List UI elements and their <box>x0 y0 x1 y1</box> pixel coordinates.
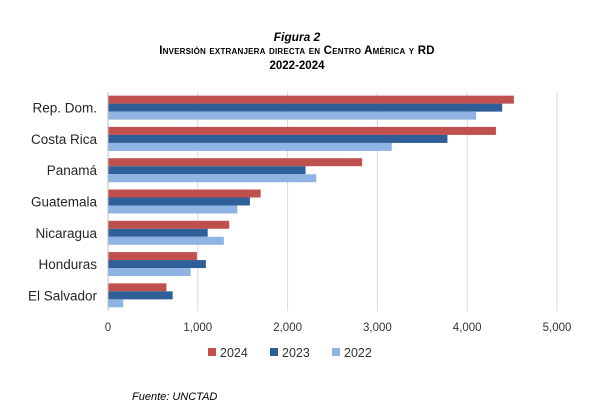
legend-swatch-2023 <box>270 348 278 356</box>
bar-2024 <box>108 220 230 229</box>
chart-title-block: Figura 2 Inversión extranjera directa en… <box>0 30 594 74</box>
x-tick-label: 3,000 <box>363 322 392 334</box>
bar-2024 <box>108 252 197 261</box>
category-label: Costa Rica <box>31 132 98 147</box>
x-tick-label: 4,000 <box>453 322 482 334</box>
bar-2023 <box>108 103 503 112</box>
bar-2023 <box>108 197 250 206</box>
bar-2022 <box>108 236 224 245</box>
category-label: Honduras <box>38 257 97 272</box>
x-tick-label: 5,000 <box>543 322 572 334</box>
bar-2024 <box>108 126 496 135</box>
legend-swatch-2024 <box>208 348 216 356</box>
bar-2023 <box>108 228 208 237</box>
legend-label: 2022 <box>344 346 372 360</box>
bar-2022 <box>108 205 238 214</box>
bar-2022 <box>108 142 392 151</box>
bar-2022 <box>108 111 477 120</box>
bar-2023 <box>108 166 306 175</box>
x-tick-label: 1,000 <box>183 322 212 334</box>
legend-label: 2024 <box>220 346 248 360</box>
category-label: Nicaragua <box>35 226 97 241</box>
category-label: Guatemala <box>31 195 98 210</box>
bar-2022 <box>108 174 317 183</box>
bar-2024 <box>108 95 514 104</box>
chart-title: Inversión extranjera directa en Centro A… <box>159 45 435 57</box>
legend-label: 2023 <box>282 346 310 360</box>
bar-2024 <box>108 158 363 167</box>
bar-2024 <box>108 283 167 292</box>
bar-2023 <box>108 291 173 300</box>
category-label: Rep. Dom. <box>32 101 97 116</box>
bar-2024 <box>108 189 261 198</box>
bar-2022 <box>108 299 124 308</box>
bar-2023 <box>108 134 448 143</box>
figure-label: Figura 2 <box>273 30 321 44</box>
bar-2022 <box>108 268 191 277</box>
chart-subtitle: 2022-2024 <box>269 60 325 72</box>
x-tick-label: 2,000 <box>273 322 302 334</box>
bar-2023 <box>108 260 206 269</box>
x-tick-label: 0 <box>105 322 111 334</box>
category-label: Panamá <box>47 163 98 178</box>
legend-swatch-2022 <box>332 348 340 356</box>
source-note: Fuente: UNCTAD <box>132 391 218 403</box>
category-label: El Salvador <box>28 288 98 303</box>
